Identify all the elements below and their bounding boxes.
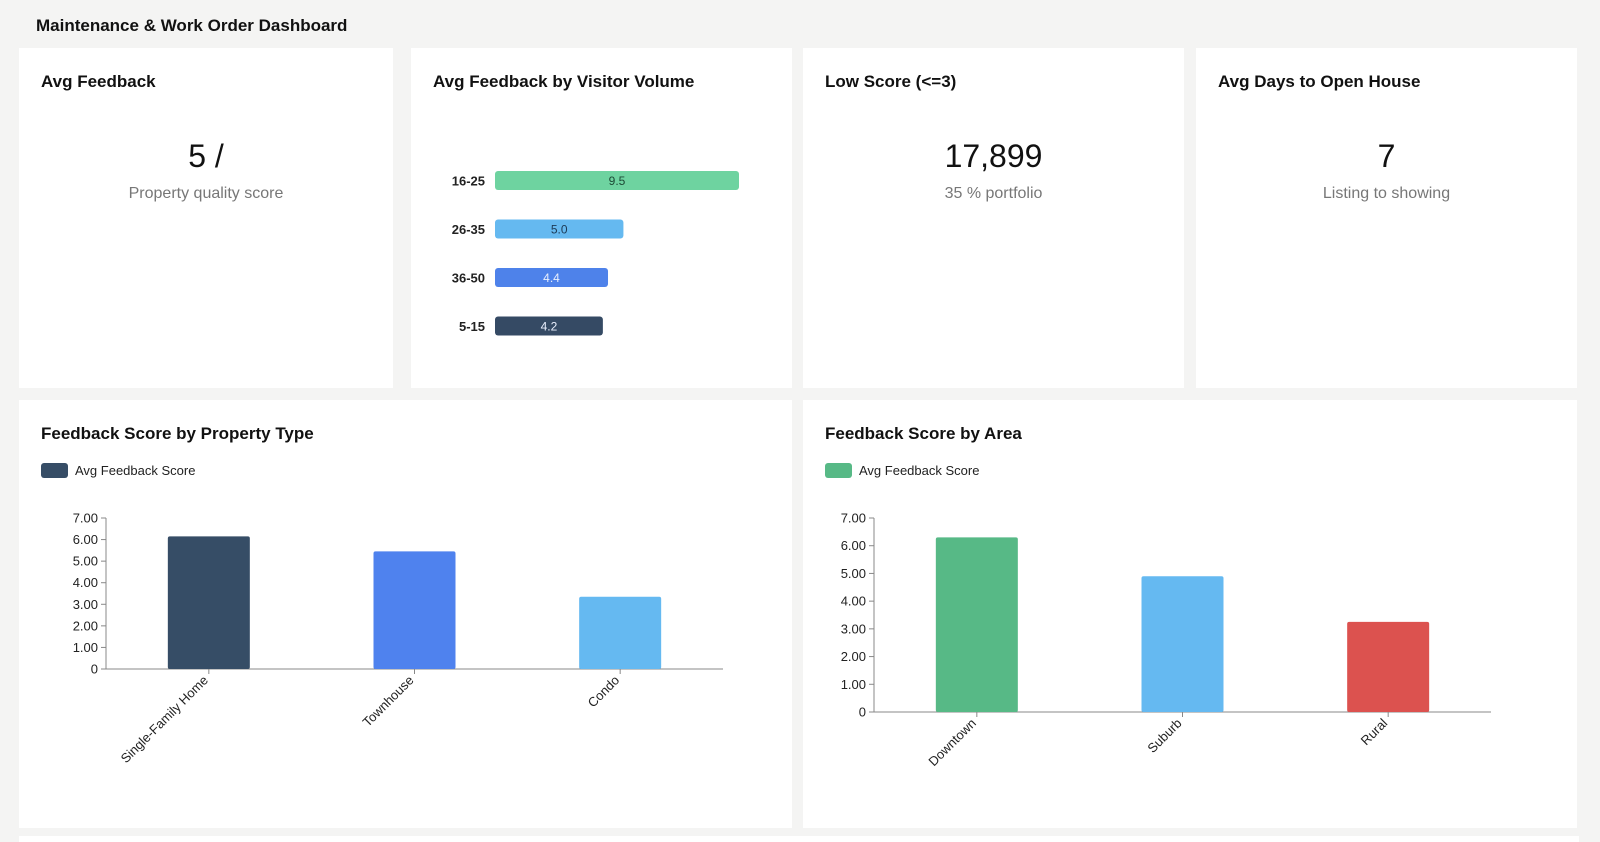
y-tick-label: 0 (859, 705, 866, 720)
bar (579, 596, 662, 669)
visitor-volume-chart: 16-25 9.5 26-35 5.0 36-50 4.4 5-15 4.2 (452, 171, 739, 336)
x-tick-label: Condo (585, 673, 623, 711)
card-title: Avg Feedback (41, 72, 156, 91)
data-label: 5.0 (551, 223, 568, 237)
y-tick-label: 4.00 (73, 575, 98, 590)
y-tick-label: 0 (91, 662, 98, 677)
x-tick-label: Single-Family Home (118, 673, 211, 766)
avg-days-card: Avg Days to Open House 7 Listing to show… (1196, 48, 1577, 388)
x-tick-label: Rural (1358, 715, 1391, 748)
avg-feedback-card: Avg Feedback 5 / Property quality score (19, 48, 393, 388)
y-tick-label: 1.00 (841, 677, 866, 692)
y-tick-label: 2.00 (841, 649, 866, 664)
area-card: Feedback Score by Area Avg Feedback Scor… (803, 400, 1577, 828)
kpi-value: 7 (1377, 138, 1396, 174)
low-score-card: Low Score (<=3) 17,899 35 % portfolio (803, 48, 1184, 388)
y-tick-label: 5.00 (73, 554, 98, 569)
bar (495, 268, 609, 287)
kpi-subtitle: Property quality score (128, 185, 284, 202)
data-label: 4.4 (543, 271, 560, 285)
bar (935, 537, 1018, 712)
card-title: Avg Days to Open House (1218, 72, 1421, 91)
y-tick-label: 6.00 (841, 538, 866, 553)
kpi-value: 17,899 (944, 138, 1043, 174)
legend-label: Avg Feedback Score (859, 463, 980, 478)
y-tick-label: 2.00 (73, 618, 98, 633)
card-title: Feedback Score by Area (825, 424, 1022, 443)
page-title: Maintenance & Work Order Dashboard (36, 16, 348, 35)
card-title: Avg Feedback by Visitor Volume (433, 72, 695, 91)
y-tick-label: 6.00 (73, 532, 98, 547)
y-tick-label: 3.00 (73, 597, 98, 612)
next-row-card-edge (19, 836, 1579, 842)
data-label: 9.5 (609, 174, 626, 188)
y-tick-label: 7.00 (841, 511, 866, 526)
bar (167, 536, 250, 669)
chart-legend: Avg Feedback Score (41, 463, 195, 478)
kpi-value: 5 / (188, 138, 224, 174)
y-tick-label: 3.00 (841, 621, 866, 636)
category-label: 16-25 (452, 174, 485, 189)
data-label: 4.2 (541, 320, 558, 334)
bar (1141, 576, 1224, 712)
legend-swatch (825, 463, 852, 478)
y-tick-label: 5.00 (841, 566, 866, 581)
y-tick-label: 7.00 (73, 511, 98, 526)
y-tick-label: 1.00 (73, 640, 98, 655)
property-type-card: Feedback Score by Property Type Avg Feed… (19, 400, 792, 828)
property-type-chart: 0 1.00 2.00 3.00 4.00 5.00 6.00 7.00 Single-Fami… (73, 511, 723, 766)
card-title: Feedback Score by Property Type (41, 424, 314, 443)
kpi-subtitle: Listing to showing (1322, 185, 1451, 202)
y-tick-label: 4.00 (841, 594, 866, 609)
legend-label: Avg Feedback Score (75, 463, 196, 478)
category-label: 26-35 (452, 222, 485, 237)
category-label: 5-15 (459, 319, 485, 334)
chart-legend: Avg Feedback Score (825, 463, 979, 478)
bar (1347, 621, 1430, 712)
x-tick-label: Downtown (925, 716, 979, 770)
category-label: 36-50 (452, 271, 485, 286)
area-chart: 0 1.00 2.00 3.00 4.00 5.00 6.00 7.00 Downtown Sub… (841, 511, 1491, 770)
x-tick-label: Townhouse (360, 673, 417, 730)
card-title: Low Score (<=3) (825, 72, 957, 91)
bar (495, 316, 603, 336)
legend-swatch (41, 463, 68, 478)
bar (373, 551, 456, 669)
bar (495, 219, 624, 239)
x-tick-label: Suburb (1144, 716, 1184, 756)
visitor-volume-card: Avg Feedback by Visitor Volume 16-25 9.5 2… (411, 48, 792, 388)
kpi-subtitle: 35 % portfolio (944, 185, 1043, 202)
bar (495, 171, 739, 190)
